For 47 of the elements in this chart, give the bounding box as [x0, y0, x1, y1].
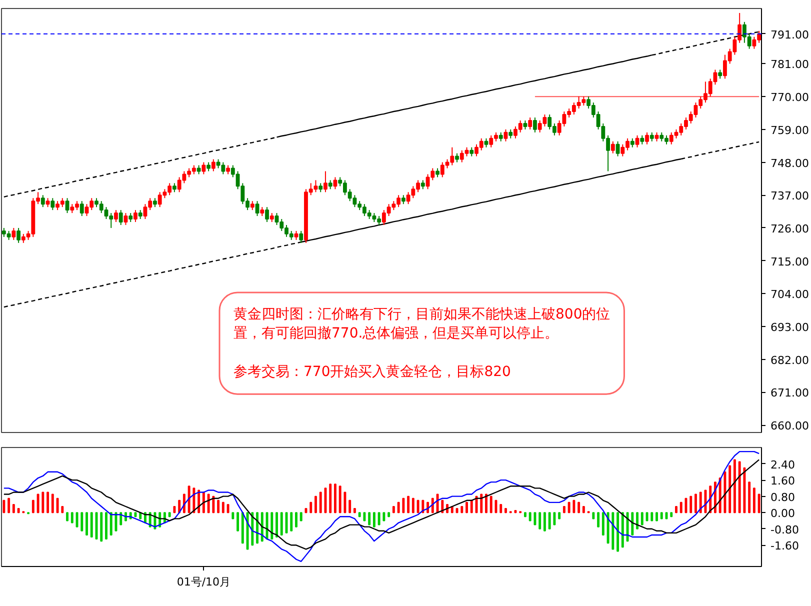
- candlestick: [134, 210, 138, 222]
- y-tick-label: 748.00: [770, 156, 809, 170]
- y-tick-label: 693.00: [770, 321, 809, 334]
- y-tick-label: 704.00: [770, 288, 809, 302]
- y-tick-label: 0.00: [770, 507, 795, 520]
- x-tick-label: 01号/10月: [176, 576, 231, 588]
- candlestick: [533, 116, 537, 133]
- candlestick: [114, 210, 118, 222]
- y-tick-label: 0.80: [770, 490, 795, 504]
- y-tick-label: 682.00: [770, 354, 809, 367]
- candlestick: [65, 198, 70, 214]
- y-tick-label: 715.00: [770, 255, 809, 268]
- candlestick: [333, 176, 338, 190]
- y-tick-label: 781.00: [770, 58, 809, 72]
- y-tick-label: 726.00: [770, 222, 809, 236]
- y-tick-label: 1.60: [770, 474, 795, 488]
- y-tick-label: -1.60: [770, 540, 799, 553]
- candlestick: [255, 200, 260, 217]
- y-tick-label: 791.00: [770, 28, 809, 42]
- y-tick-label: -0.80: [770, 523, 799, 536]
- candlestick: [610, 140, 615, 154]
- y-tick-label: 660.00: [770, 420, 809, 433]
- y-tick-label: 2.40: [770, 458, 795, 472]
- candlestick: [12, 227, 16, 240]
- candlestick: [528, 116, 532, 130]
- y-tick-label: 737.00: [770, 190, 809, 203]
- candlestick: [645, 132, 649, 145]
- line-series: [3, 450, 760, 562]
- y-tick-label: 671.00: [770, 386, 809, 400]
- y-tick-label: 759.00: [770, 124, 809, 137]
- candlestick: [635, 134, 640, 148]
- candlestick: [16, 227, 21, 244]
- candlestick: [50, 198, 55, 211]
- annotation: 黄金四时图：汇价略有下行，目前如果不能快速上破800的位置，有可能回撤770.总体偏强，但是买单可以停止。: [234, 306, 610, 342]
- candlestick: [265, 206, 269, 222]
- candlestick: [40, 194, 45, 208]
- candlestick: [616, 140, 620, 157]
- candlestick: [118, 210, 123, 226]
- candlestick: [124, 212, 128, 226]
- candlestick: [80, 200, 84, 217]
- candlestick: [324, 170, 328, 193]
- candlestick: [299, 230, 304, 244]
- candlestick: [202, 162, 206, 175]
- annotation: 参考交易：770开始买入黄金轻仓，目标820: [234, 364, 511, 380]
- y-tick-label: 770.00: [770, 91, 809, 104]
- candlestick: [211, 158, 216, 172]
- candlestick: [504, 128, 508, 142]
